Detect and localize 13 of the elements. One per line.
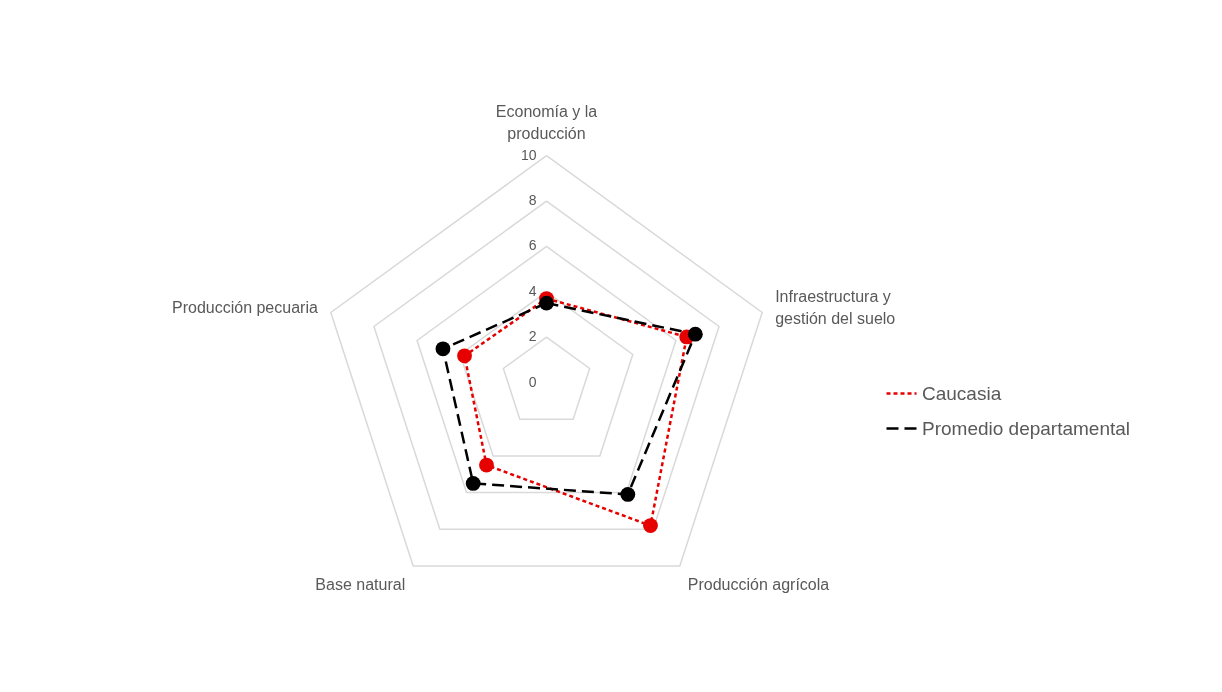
spoke-label: Producción pecuaria [171,299,318,317]
y-tick-label: 2 [528,328,537,345]
spoke-label: Economía y la producción [495,103,598,143]
y-tick-label: 8 [528,192,537,209]
spoke-label: Producción agrícola [687,575,830,593]
legend-label: Promedio departamental [922,417,1131,439]
y-tick-label: 10 [520,146,537,163]
y-tick-label: 0 [528,373,537,390]
legend-label: Caucasia [922,382,1002,404]
spoke-label: Base natural [315,575,406,593]
spoke-label: Infraestructura y gestión del suelo [775,288,896,328]
y-tick-label: 6 [528,237,537,254]
y-tick-label: 4 [528,282,537,299]
